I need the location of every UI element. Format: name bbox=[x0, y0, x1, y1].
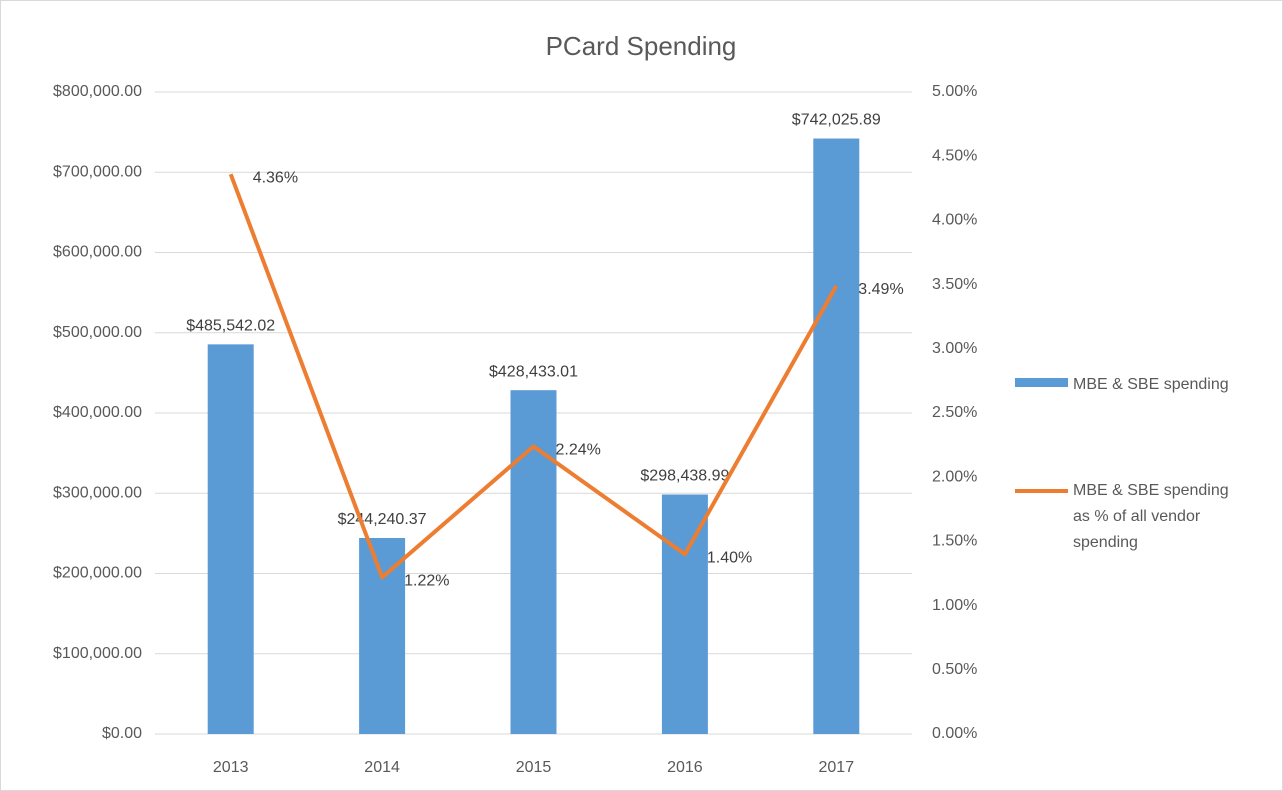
y-tick-label: $300,000.00 bbox=[53, 484, 142, 501]
y-tick-label: $800,000.00 bbox=[53, 83, 142, 100]
line-value-label: 3.49% bbox=[858, 281, 903, 298]
line bbox=[228, 173, 839, 580]
y-tick-label: $500,000.00 bbox=[53, 324, 142, 341]
y2-tick-label: 1.50% bbox=[932, 533, 977, 550]
bar bbox=[813, 138, 860, 734]
y2-tick-label: 4.00% bbox=[932, 212, 977, 229]
legend-label: MBE & SBE spending as % of all vendor sp… bbox=[1073, 482, 1229, 551]
legend-swatch bbox=[1015, 378, 1068, 387]
bar bbox=[661, 494, 708, 734]
y2-tick-label: 3.00% bbox=[932, 340, 977, 357]
y2-tick-label: 2.00% bbox=[932, 468, 977, 485]
chart-title: PCard Spending bbox=[546, 31, 737, 61]
line-value-label: 1.22% bbox=[404, 573, 449, 590]
y2-tick-label: 3.50% bbox=[932, 276, 977, 293]
y-tick-label: $100,000.00 bbox=[53, 645, 142, 662]
y-tick-label: $200,000.00 bbox=[53, 565, 142, 582]
y-tick-label: $700,000.00 bbox=[53, 163, 142, 180]
y-tick-label: $600,000.00 bbox=[53, 244, 142, 261]
bar-value-label: $485,542.02 bbox=[186, 318, 275, 335]
y2-tick-label: 2.50% bbox=[932, 404, 977, 421]
bar bbox=[359, 537, 406, 734]
y2-tick-label: 1.00% bbox=[932, 597, 977, 614]
y2-tick-label: 0.00% bbox=[932, 725, 977, 742]
x-tick-label: 2016 bbox=[667, 759, 703, 776]
y-tick-label: $400,000.00 bbox=[53, 404, 142, 421]
x-tick-label: 2014 bbox=[364, 759, 400, 776]
line-value-label: 1.40% bbox=[707, 549, 752, 566]
y-tick-label: $0.00 bbox=[102, 725, 142, 742]
bar-value-label: $428,433.01 bbox=[489, 363, 578, 380]
bar bbox=[207, 344, 254, 734]
bar bbox=[510, 390, 557, 734]
line-value-label: 4.36% bbox=[253, 169, 298, 186]
y2-tick-label: 0.50% bbox=[932, 661, 977, 678]
x-tick-label: 2013 bbox=[213, 759, 249, 776]
bar-value-label: $742,025.89 bbox=[792, 112, 881, 129]
x-tick-label: 2017 bbox=[819, 759, 855, 776]
bar-value-label: $244,240.37 bbox=[338, 511, 427, 528]
y2-tick-label: 5.00% bbox=[932, 83, 977, 100]
x-tick-label: 2015 bbox=[516, 759, 552, 776]
bar-value-label: $298,438.99 bbox=[640, 468, 729, 485]
y2-tick-label: 4.50% bbox=[932, 147, 977, 164]
line-value-label: 2.24% bbox=[556, 442, 601, 459]
legend-label: MBE & SBE spending bbox=[1073, 376, 1229, 393]
